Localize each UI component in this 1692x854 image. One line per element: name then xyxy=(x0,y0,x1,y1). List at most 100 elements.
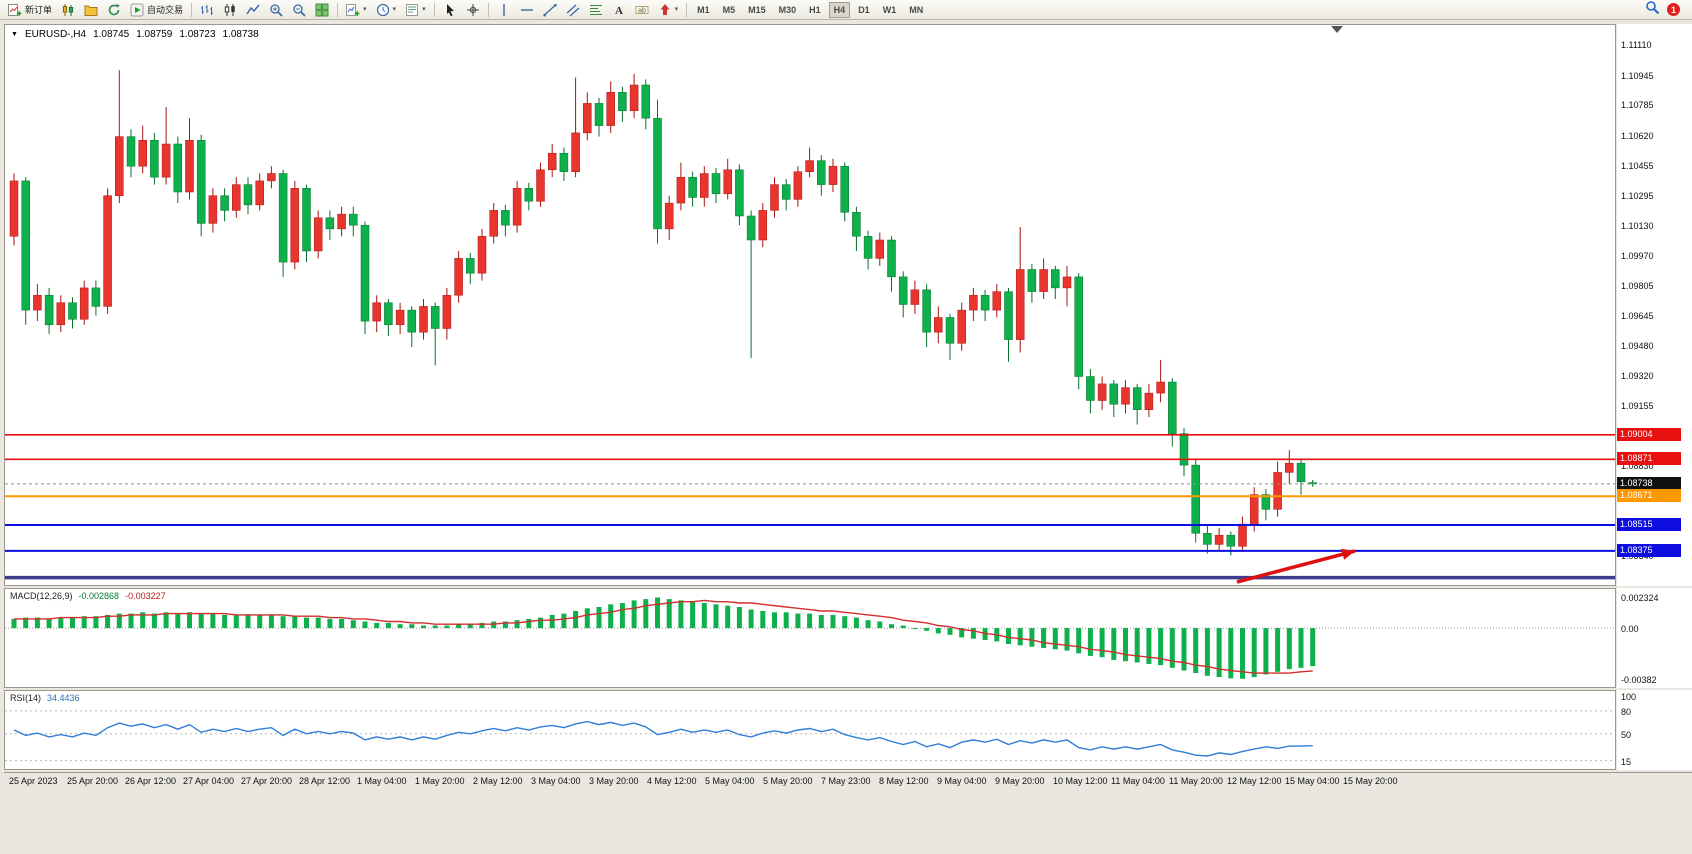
refresh-button[interactable] xyxy=(103,1,125,19)
time-label: 26 Apr 12:00 xyxy=(125,776,177,786)
time-label: 15 May 20:00 xyxy=(1343,776,1398,786)
search-button[interactable] xyxy=(1645,0,1660,20)
svg-text:ab: ab xyxy=(638,7,646,14)
text-label-icon: ab xyxy=(635,5,649,14)
time-label: 5 May 04:00 xyxy=(705,776,755,786)
zoom-out-button[interactable] xyxy=(288,1,310,19)
clock-icon xyxy=(376,3,389,16)
timeframe-m5-button[interactable]: M5 xyxy=(718,2,741,18)
chart-title: ▼ EURUSD-,H4 1.08745 1.08759 1.08723 1.0… xyxy=(11,29,259,40)
timeframe-mn-button[interactable]: MN xyxy=(904,2,928,18)
chevron-down-icon: ▾ xyxy=(363,6,367,13)
rsi-axis-label: 15 xyxy=(1621,756,1632,767)
timeframe-m15-button[interactable]: M15 xyxy=(743,2,771,18)
autotrading-button[interactable]: 自动交易 xyxy=(126,1,187,19)
price-chart[interactable]: ▼ EURUSD-,H4 1.08745 1.08759 1.08723 1.0… xyxy=(4,24,1616,586)
trendline-button[interactable] xyxy=(539,1,561,19)
price-marker: 1.09004 xyxy=(1617,427,1681,441)
time-axis[interactable]: 25 Apr 2023 25 Apr 20:00 26 Apr 12:00 27 Ap… xyxy=(4,772,1692,790)
time-label: 1 May 20:00 xyxy=(415,776,465,786)
macd-title: MACD(12,26,9) xyxy=(10,591,73,601)
rsi-axis-label: 50 xyxy=(1621,729,1632,740)
bar-chart-button[interactable] xyxy=(196,1,218,19)
crosshair-button[interactable] xyxy=(462,1,484,19)
periods-button[interactable]: ▾ xyxy=(372,1,401,19)
channel-button[interactable] xyxy=(562,1,584,19)
price-tick-label: 1.10130 xyxy=(1621,221,1654,231)
ohlc-open: 1.08745 xyxy=(93,29,130,40)
timeframe-h1-button[interactable]: H1 xyxy=(804,2,826,18)
chart-icon xyxy=(62,3,74,16)
zoom-out-icon xyxy=(293,3,306,17)
time-label: 25 Apr 2023 xyxy=(9,776,58,786)
macd-panel[interactable]: MACD(12,26,9) -0.002868 -0.003227 xyxy=(4,588,1616,688)
price-tick-label: 1.10455 xyxy=(1621,161,1654,172)
indicators-button[interactable]: ▾ xyxy=(342,1,371,19)
toolbar-separator xyxy=(337,2,339,17)
line-chart-icon xyxy=(246,4,260,14)
price-marker: 1.08515 xyxy=(1617,518,1681,531)
main-toolbar: 新订单 自动交易 ▾ ▾ ▾ xyxy=(0,0,1692,20)
timeframe-h4-button[interactable]: H4 xyxy=(828,1,851,18)
timeframe-m1-button[interactable]: M1 xyxy=(692,2,715,18)
price-tick-label: 1.10785 xyxy=(1621,100,1654,111)
timeframe-w1-button[interactable]: W1 xyxy=(878,2,902,18)
time-label: 4 May 12:00 xyxy=(647,776,697,786)
time-label: 9 May 20:00 xyxy=(995,776,1045,786)
macd-signal-line xyxy=(14,599,1313,674)
macd-main-value: -0.002868 xyxy=(78,591,120,601)
macd-axis-label: 0.00 xyxy=(1621,624,1639,635)
rsi-panel[interactable]: RSI(14) 34.4436 xyxy=(4,690,1616,770)
candlestick-chart-button[interactable] xyxy=(219,1,241,19)
candle-series xyxy=(9,70,1317,556)
text-button[interactable]: A xyxy=(608,1,630,19)
timeframe-d1-button[interactable]: D1 xyxy=(853,2,875,18)
symbol-dropdown-icon[interactable]: ▼ xyxy=(11,31,18,38)
time-label: 3 May 20:00 xyxy=(589,776,639,786)
horizontal-line-button[interactable] xyxy=(516,1,538,19)
time-label: 28 Apr 12:00 xyxy=(299,776,351,786)
vertical-line-icon xyxy=(502,3,505,16)
arrow-object-icon xyxy=(660,3,670,15)
chart-shift-marker[interactable] xyxy=(1331,26,1343,33)
time-label: 3 May 04:00 xyxy=(531,776,581,786)
time-label: 15 May 04:00 xyxy=(1285,776,1340,786)
notification-badge[interactable]: 1 xyxy=(1667,3,1680,16)
time-label: 27 Apr 20:00 xyxy=(241,776,293,786)
refresh-icon xyxy=(108,3,120,15)
time-label: 27 Apr 04:00 xyxy=(183,776,235,786)
price-tick-label: 1.09155 xyxy=(1621,400,1654,411)
ohlc-close: 1.08738 xyxy=(222,29,259,40)
templates-button[interactable]: ▾ xyxy=(401,1,430,19)
fibonacci-button[interactable] xyxy=(585,1,607,19)
profiles-button[interactable] xyxy=(80,1,102,19)
arrows-button[interactable]: ▾ xyxy=(654,1,683,19)
macd-axis: 0.002324 0.00 -0.00382 xyxy=(1617,588,1692,688)
chevron-down-icon: ▾ xyxy=(392,6,397,13)
new-order-button[interactable]: 新订单 xyxy=(4,1,56,19)
price-axis[interactable]: 1.11110 1.10945 1.10785 1.10620 1.10455 1.102… xyxy=(1617,24,1692,586)
time-label: 11 May 04:00 xyxy=(1111,776,1165,786)
rsi-value: 34.4436 xyxy=(47,693,80,703)
indicators-icon xyxy=(346,3,360,16)
trend-arrow-annotation[interactable] xyxy=(1236,548,1356,584)
zoom-in-button[interactable] xyxy=(265,1,287,19)
new-order-icon xyxy=(8,3,22,16)
price-tick-label: 1.11110 xyxy=(1621,40,1652,51)
timeframe-m30-button[interactable]: M30 xyxy=(774,2,802,18)
time-label: 2 May 12:00 xyxy=(473,776,523,786)
cursor-button[interactable] xyxy=(439,1,461,19)
price-marker: 1.08871 xyxy=(1617,452,1681,466)
new-order-label: 新订单 xyxy=(25,5,53,15)
template-icon xyxy=(406,3,419,16)
line-chart-button[interactable] xyxy=(242,1,264,19)
toolbar-separator xyxy=(686,2,688,17)
text-label-button[interactable]: ab xyxy=(631,1,653,19)
autotrading-icon xyxy=(130,3,144,16)
autotrading-label: 自动交易 xyxy=(147,5,184,15)
search-icon xyxy=(1646,0,1660,14)
vertical-line-button[interactable] xyxy=(493,1,515,19)
time-label: 5 May 20:00 xyxy=(763,776,813,786)
tile-windows-button[interactable] xyxy=(311,1,333,19)
charts-button[interactable] xyxy=(57,1,79,19)
